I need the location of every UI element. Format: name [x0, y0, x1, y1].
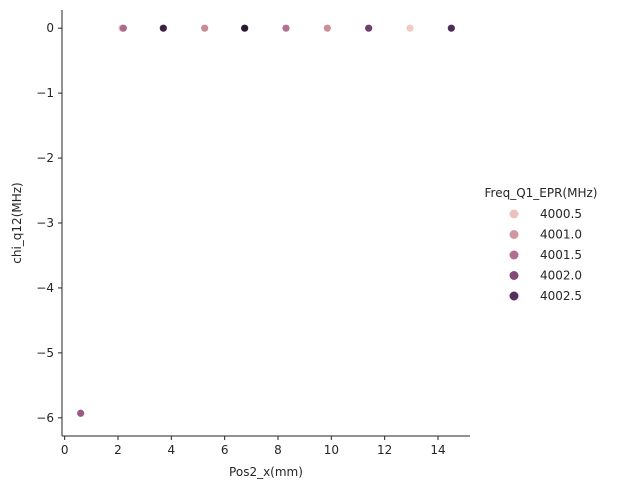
x-tick-label: 4 [168, 443, 176, 457]
legend-item-label: 4001.5 [540, 248, 582, 262]
legend-marker [509, 250, 519, 260]
axes [61, 10, 470, 437]
x-tick-label: 10 [324, 443, 339, 457]
data-point [241, 24, 249, 32]
legend-marker [509, 209, 519, 219]
data-point [365, 24, 373, 32]
data-point [201, 24, 209, 32]
y-tick-label: −6 [36, 411, 54, 425]
y-tick-label: −2 [36, 151, 54, 165]
y-tick-label: −1 [36, 86, 54, 100]
x-tick-label: 2 [114, 443, 122, 457]
x-tick-label: 0 [61, 443, 69, 457]
y-tick-label: −4 [36, 281, 54, 295]
y-tick-label: −5 [36, 346, 54, 360]
data-point [447, 24, 455, 32]
legend-title: Freq_Q1_EPR(MHz) [485, 186, 598, 200]
y-axis-label: chi_q12(MHz) [10, 182, 24, 263]
data-point [77, 409, 85, 417]
legend-marker [509, 271, 519, 280]
legend: Freq_Q1_EPR(MHz) 4000.5 4001.0 4001.5 4002.… [485, 186, 598, 303]
data-point [406, 24, 414, 32]
data-point [323, 24, 331, 32]
y-tick-label: −3 [36, 216, 54, 230]
x-tick-label: 8 [274, 443, 282, 457]
x-tick-label: 14 [430, 443, 445, 457]
x-tick-label: 6 [221, 443, 229, 457]
y-tick-label: 0 [46, 21, 54, 35]
legend-marker [509, 291, 519, 301]
legend-item-label: 4002.0 [540, 269, 582, 283]
legend-item-label: 4000.5 [540, 207, 582, 221]
x-tick-label: 12 [377, 443, 392, 457]
data-point [282, 24, 290, 32]
data-points [77, 24, 455, 417]
legend-item-label: 4002.5 [540, 289, 582, 303]
data-point [119, 24, 127, 32]
legend-marker [509, 230, 519, 239]
data-point [159, 24, 167, 32]
y-ticks: 0 −1 −2 −3 −4 −5 −6 [36, 21, 62, 425]
legend-item-label: 4001.0 [540, 228, 582, 242]
x-ticks: 0 2 4 6 8 10 12 14 [61, 436, 446, 457]
x-axis-label: Pos2_x(mm) [229, 465, 303, 479]
